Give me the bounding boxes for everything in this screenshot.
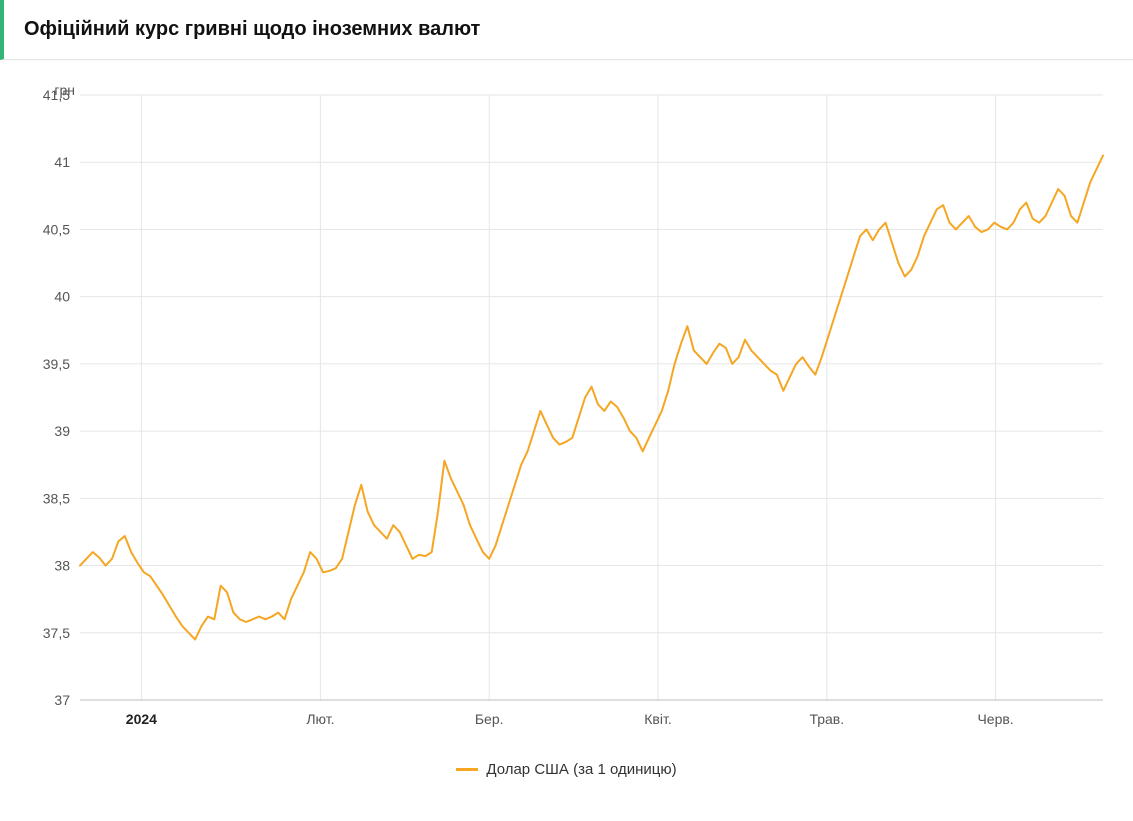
legend-swatch bbox=[456, 768, 478, 771]
y-tick-label: 40,5 bbox=[43, 221, 70, 237]
y-tick-label: 38 bbox=[54, 558, 70, 574]
legend-item: Долар США (за 1 одиницю) bbox=[456, 761, 676, 778]
x-tick-label: 2024 bbox=[126, 711, 157, 727]
y-tick-label: 39,5 bbox=[43, 356, 70, 372]
chart-title: Офіційний курс гривні щодо іноземних вал… bbox=[24, 18, 1113, 41]
title-bar: Офіційний курс гривні щодо іноземних вал… bbox=[0, 0, 1133, 60]
y-tick-label: 40 bbox=[54, 289, 70, 305]
x-tick-label: Черв. bbox=[977, 711, 1013, 727]
y-tick-label: 38,5 bbox=[43, 490, 70, 506]
x-tick-label: Трав. bbox=[809, 711, 844, 727]
x-tick-label: Квіт. bbox=[644, 711, 671, 727]
y-tick-label: 37,5 bbox=[43, 625, 70, 641]
y-tick-label: 39 bbox=[54, 423, 70, 439]
series-line bbox=[80, 156, 1103, 640]
y-tick-label: 41 bbox=[54, 154, 70, 170]
legend-label: Долар США (за 1 одиницю) bbox=[486, 761, 676, 778]
y-tick-label: 41,5 bbox=[43, 87, 70, 103]
chart-area: грн3737,53838,53939,54040,54141,52024Лют… bbox=[0, 60, 1133, 806]
chart-card: Офіційний курс гривні щодо іноземних вал… bbox=[0, 0, 1133, 806]
x-tick-label: Бер. bbox=[475, 711, 504, 727]
x-tick-label: Лют. bbox=[306, 711, 334, 727]
y-tick-label: 37 bbox=[54, 692, 70, 708]
legend: Долар США (за 1 одиницю) bbox=[20, 758, 1113, 778]
line-chart: грн3737,53838,53939,54040,54141,52024Лют… bbox=[20, 80, 1113, 750]
